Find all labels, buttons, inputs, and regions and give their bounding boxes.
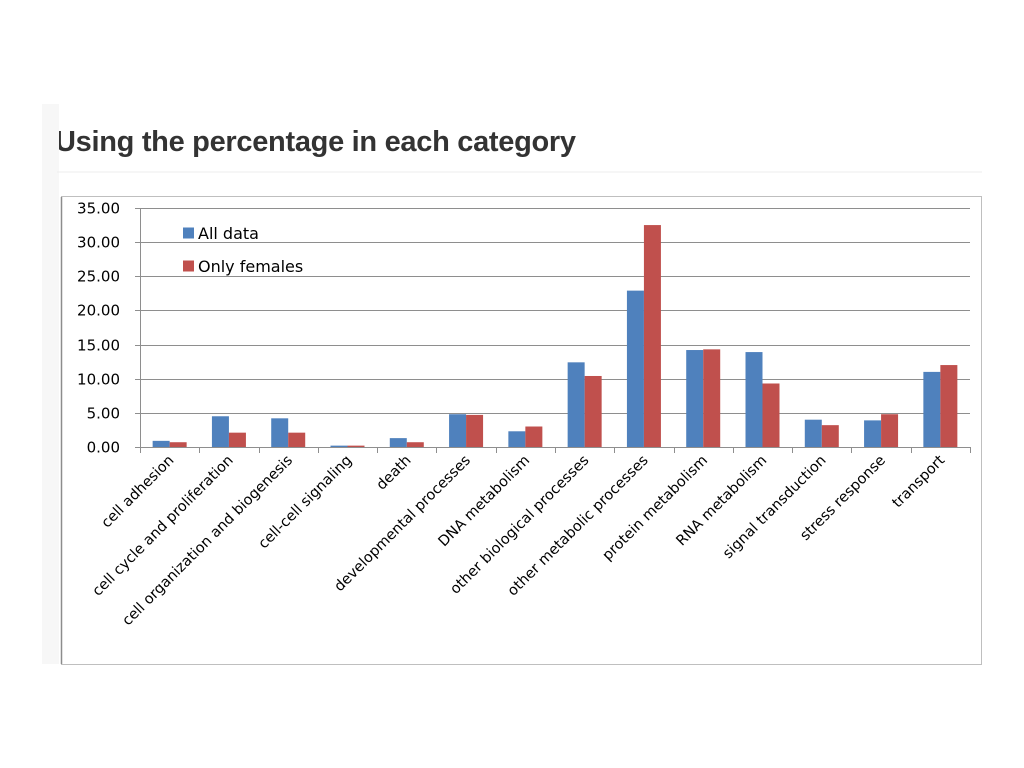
bar-all-data [745,352,763,447]
left-strip [42,104,59,664]
bar-all-data [804,419,822,447]
legend-label: All data [198,224,259,243]
gridlines [140,208,970,414]
slide-title: Using the percentage in each category [55,126,576,158]
bar-only-females [584,375,602,447]
bar-all-data [389,438,407,447]
y-tick-label: 0.00 [87,439,120,457]
bar-only-females [643,225,661,447]
legend-swatch [183,227,194,239]
bars [152,225,958,447]
bar-only-females [821,425,839,447]
bar-all-data [508,431,526,447]
legend-swatch [183,260,194,272]
y-tick-label: 20.00 [77,302,120,320]
y-tick-label: 10.00 [77,371,120,389]
bar-all-data [271,418,289,447]
bar-only-females [525,426,543,447]
bar-only-females [406,442,424,447]
bar-all-data [330,445,348,447]
bar-only-females [703,349,721,447]
bar-all-data [567,362,585,447]
y-tick-label: 5.00 [87,405,120,423]
bar-only-females [762,383,780,447]
bar-all-data [864,420,882,447]
bar-only-females [169,442,187,447]
bar-all-data [923,371,941,447]
y-tick-label: 25.00 [77,268,120,286]
bar-all-data [626,290,644,447]
legend: All data Only females [183,224,303,276]
bar-all-data [449,414,467,447]
bar-only-females [288,432,306,447]
bar-only-females [347,445,365,447]
y-tick-label: 35.00 [77,200,120,218]
bar-only-females [940,365,958,447]
legend-label: Only females [198,257,303,276]
bar-only-females [466,414,484,447]
bar-all-data [152,440,170,447]
y-tick-label: 15.00 [77,337,120,355]
bar-all-data [211,416,229,447]
bar-only-females [228,432,246,447]
y-tick-label: 30.00 [77,234,120,252]
bar-only-females [881,414,899,447]
bar-all-data [686,350,704,447]
